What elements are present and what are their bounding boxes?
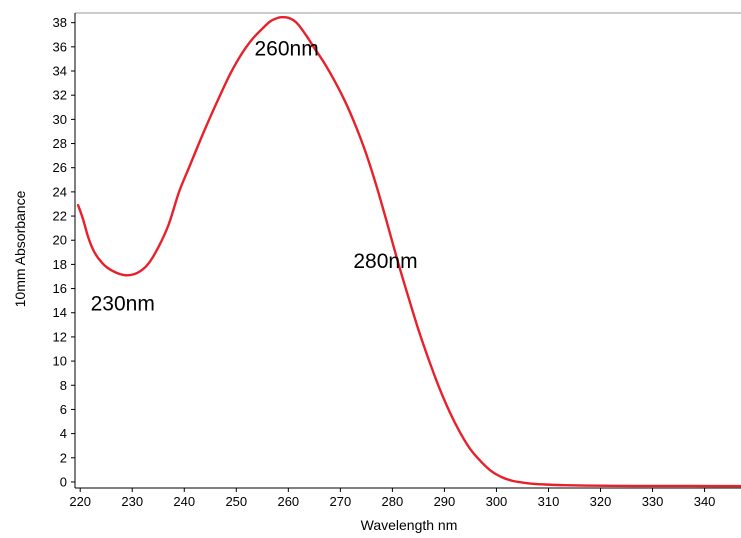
x-axis-title: Wavelength nm	[361, 517, 458, 533]
y-axis-title: 10mm Absorbance	[12, 190, 28, 307]
y-tick-label: 32	[53, 88, 67, 103]
series-layer	[76, 16, 741, 488]
x-tick-label: 220	[69, 494, 91, 509]
annotation-layer: 230nm 260nm 280nm	[91, 37, 418, 315]
y-tick-label: 0	[60, 474, 67, 489]
y-tick-label: 10	[53, 354, 67, 369]
y-tick-label: 28	[53, 136, 67, 151]
x-tick-label: 270	[330, 494, 352, 509]
plot-frame	[74, 12, 741, 489]
x-tick-label: 250	[225, 494, 247, 509]
y-tick-label: 12	[53, 329, 67, 344]
x-tick-label: 260	[277, 494, 299, 509]
y-tick-label: 36	[53, 39, 67, 54]
y-tick-label: 38	[53, 15, 67, 30]
y-tick-label: 6	[60, 402, 67, 417]
x-tick-label: 280	[382, 494, 404, 509]
x-tick-label: 340	[694, 494, 716, 509]
x-tick-label: 230	[121, 494, 143, 509]
y-tick-label: 16	[53, 281, 67, 296]
y-tick-label: 8	[60, 378, 67, 393]
x-tick-label: 310	[538, 494, 560, 509]
y-tick-label: 20	[53, 233, 67, 248]
x-tick-label: 330	[642, 494, 664, 509]
x-tick-label: 300	[486, 494, 508, 509]
x-tick-label: 320	[590, 494, 612, 509]
y-tick-label: 26	[53, 160, 67, 175]
y-tick-label: 4	[60, 426, 67, 441]
y-tick-label: 14	[53, 305, 67, 320]
x-axis-ticks: 220 230 240 250 260 270 280 290 300 310 320 330 340	[69, 488, 715, 509]
y-tick-label: 30	[53, 112, 67, 127]
y-tick-label: 2	[60, 450, 67, 465]
y-tick-label: 22	[53, 209, 67, 224]
absorbance-series-line	[76, 16, 741, 488]
y-tick-label: 34	[53, 64, 67, 79]
x-tick-label: 290	[434, 494, 456, 509]
peak-annotation: 230nm	[91, 292, 155, 315]
peak-annotation: 260nm	[255, 37, 319, 60]
y-tick-label: 24	[53, 184, 67, 199]
y-tick-label: 18	[53, 257, 67, 272]
peak-annotation: 280nm	[353, 250, 417, 273]
x-tick-label: 240	[173, 494, 195, 509]
